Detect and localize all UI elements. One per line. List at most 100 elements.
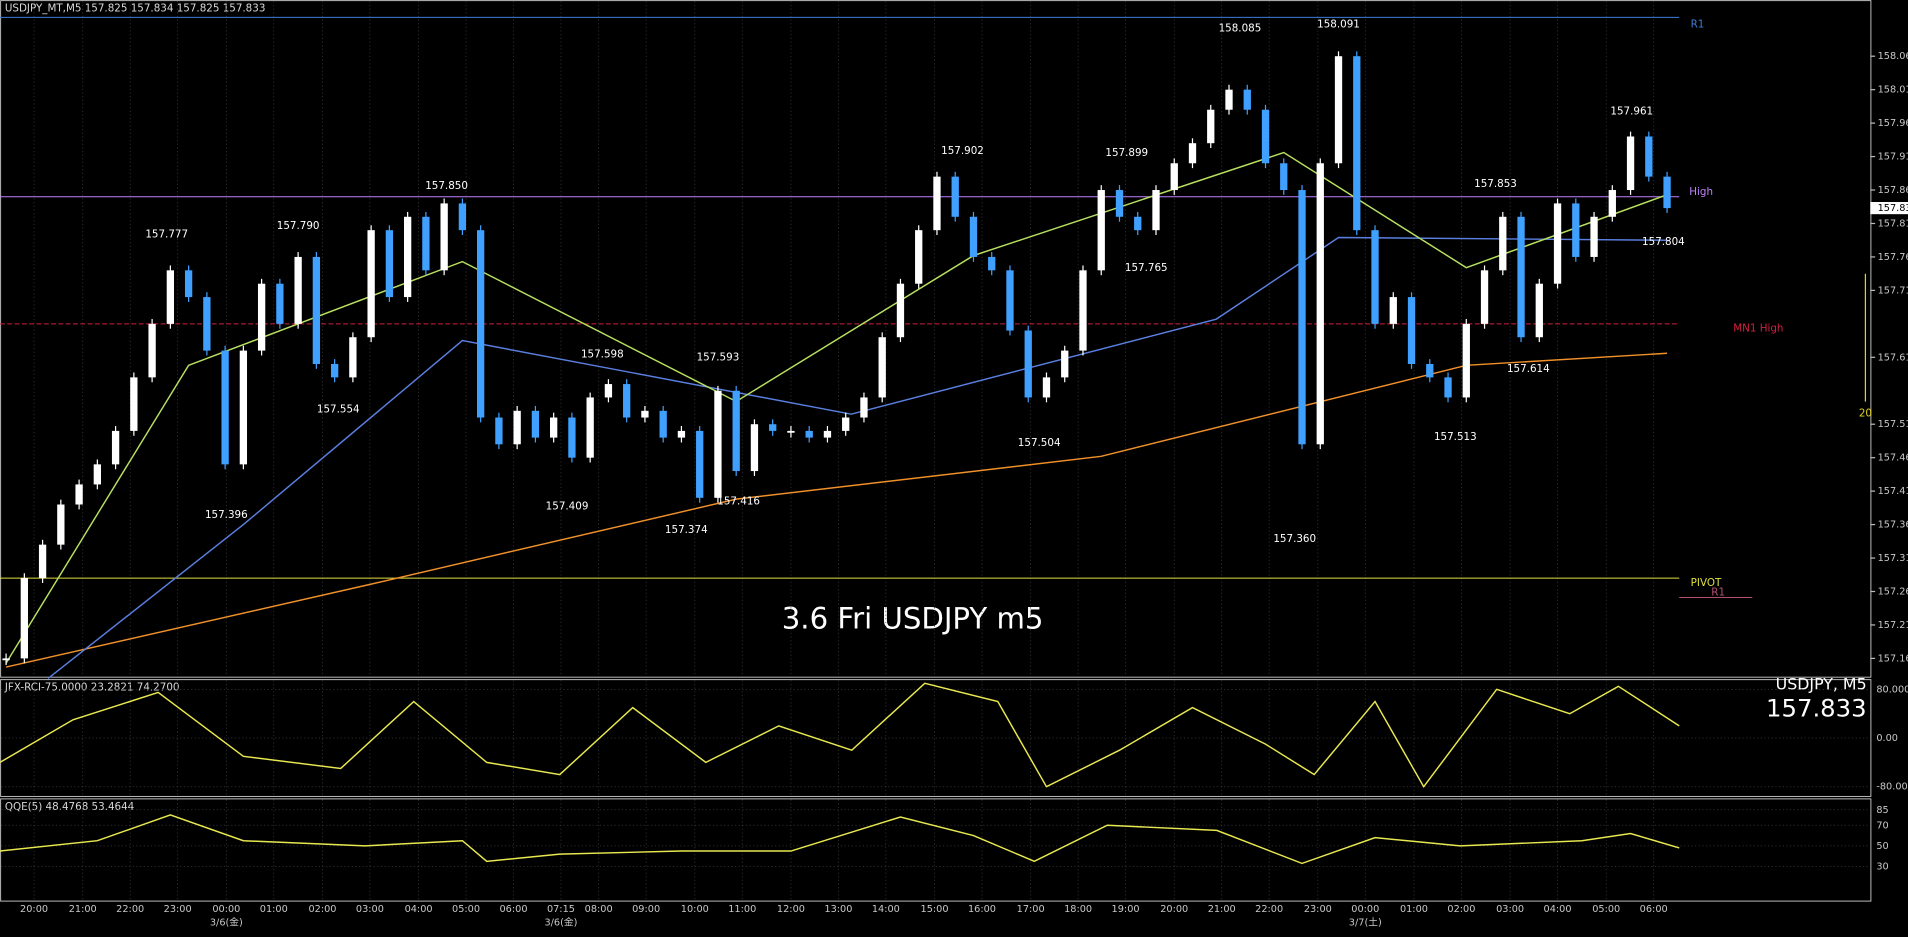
time-label: 20:00 xyxy=(1160,904,1188,915)
time-label: 01:00 xyxy=(260,904,288,915)
candle xyxy=(659,410,667,438)
date-label: 3/6(金) xyxy=(544,915,577,928)
time-label: 07:15 xyxy=(547,904,575,915)
candle xyxy=(1371,230,1379,324)
level-label: High xyxy=(1689,186,1713,198)
symbol-price: 157.833 xyxy=(1766,693,1867,722)
date-label: 3/6(金) xyxy=(210,915,243,928)
candle xyxy=(513,410,521,445)
level-label: MN1 High xyxy=(1733,323,1783,335)
time-label: 14:00 xyxy=(872,904,900,915)
y-tick-label: 158.060 xyxy=(1878,51,1908,62)
time-label: 20:00 xyxy=(20,904,48,915)
candle xyxy=(1261,109,1270,164)
candle xyxy=(1353,56,1361,231)
time-label: 22:00 xyxy=(116,904,144,915)
time-label: 22:00 xyxy=(1255,904,1283,915)
candle xyxy=(787,430,795,433)
candle xyxy=(403,216,412,298)
candle xyxy=(1152,190,1160,231)
candle xyxy=(257,283,266,351)
price-annotation: 157.790 xyxy=(277,220,320,232)
candle xyxy=(239,350,248,465)
candle xyxy=(1553,203,1562,284)
price-annotation: 157.765 xyxy=(1125,262,1168,274)
price-annotation: 157.396 xyxy=(205,509,248,521)
level-label: PIVOT xyxy=(1691,577,1722,589)
candle xyxy=(440,203,448,271)
candle xyxy=(641,410,649,418)
y-tick-label: 30 xyxy=(1876,861,1888,872)
candle xyxy=(568,417,576,458)
candle xyxy=(111,430,120,465)
moving-average xyxy=(47,236,1668,680)
candle xyxy=(1134,216,1142,231)
y-tick-label: 0.00 xyxy=(1876,733,1898,744)
candle xyxy=(130,377,138,431)
price-annotation: 157.554 xyxy=(317,403,360,415)
candle xyxy=(1243,89,1251,110)
time-label: 05:00 xyxy=(452,904,480,915)
y-tick-label: 85 xyxy=(1876,805,1888,816)
side-label: 20 xyxy=(1859,408,1872,420)
candle xyxy=(550,417,558,438)
price-annotation: 157.777 xyxy=(145,229,188,241)
y-tick-label: 157.310 xyxy=(1878,553,1908,564)
y-tick-label: 157.860 xyxy=(1878,185,1908,196)
qqe-panel xyxy=(0,798,1872,902)
candle xyxy=(1535,283,1543,338)
candle xyxy=(1444,377,1452,398)
price-annotation: 157.593 xyxy=(697,352,740,364)
time-label: 00:00 xyxy=(1351,904,1379,915)
candle xyxy=(951,176,959,217)
candle xyxy=(1517,216,1525,338)
time-label: 02:00 xyxy=(308,904,336,915)
y-tick-label: 157.710 xyxy=(1878,285,1908,296)
candle xyxy=(458,203,467,231)
time-label: 05:00 xyxy=(1592,904,1620,915)
time-label: 12:00 xyxy=(777,904,805,915)
y-tick-label: 70 xyxy=(1876,820,1888,831)
candle xyxy=(677,430,686,438)
time-label: 16:00 xyxy=(968,904,996,915)
price-annotation: 157.374 xyxy=(665,524,708,536)
candle xyxy=(1225,89,1233,110)
candle xyxy=(1645,136,1653,177)
price-annotation: 157.850 xyxy=(425,180,468,192)
candle xyxy=(20,578,28,659)
y-tick-label: 50 xyxy=(1876,841,1888,852)
candle xyxy=(75,484,83,505)
candle xyxy=(1188,143,1197,164)
candle xyxy=(604,384,613,398)
price-annotation: 157.513 xyxy=(1434,431,1477,443)
time-label: 02:00 xyxy=(1447,904,1475,915)
date-label: 3/7(土) xyxy=(1349,915,1382,928)
candle xyxy=(1389,297,1397,324)
candle xyxy=(1006,270,1014,331)
time-label: 23:00 xyxy=(1304,904,1332,915)
y-tick-label: 157.410 xyxy=(1878,486,1908,497)
time-label: 04:00 xyxy=(1544,904,1572,915)
candle xyxy=(915,230,923,284)
price-annotation: 157.504 xyxy=(1018,437,1061,449)
time-label: 08:00 xyxy=(585,904,613,915)
candle xyxy=(1480,270,1489,324)
candle xyxy=(531,410,540,438)
candle xyxy=(312,256,321,364)
y-tick-label: 157.260 xyxy=(1878,586,1908,597)
y-tick-label: 80.0000 xyxy=(1876,684,1908,695)
price-annotation: 157.961 xyxy=(1610,105,1653,117)
candle xyxy=(203,297,211,351)
qqe-title: QQE(5) 48.4768 53.4644 xyxy=(5,801,134,813)
candle xyxy=(93,464,101,485)
time-label: 15:00 xyxy=(921,904,949,915)
candle xyxy=(477,230,485,418)
candle xyxy=(1334,56,1343,164)
time-label: 04:00 xyxy=(405,904,433,915)
rci-line xyxy=(0,682,1680,789)
time-label: 09:00 xyxy=(632,904,660,915)
main-panel xyxy=(0,0,1872,678)
candle xyxy=(1499,216,1507,271)
y-tick-label: 157.760 xyxy=(1878,252,1908,263)
candle xyxy=(1298,190,1306,445)
